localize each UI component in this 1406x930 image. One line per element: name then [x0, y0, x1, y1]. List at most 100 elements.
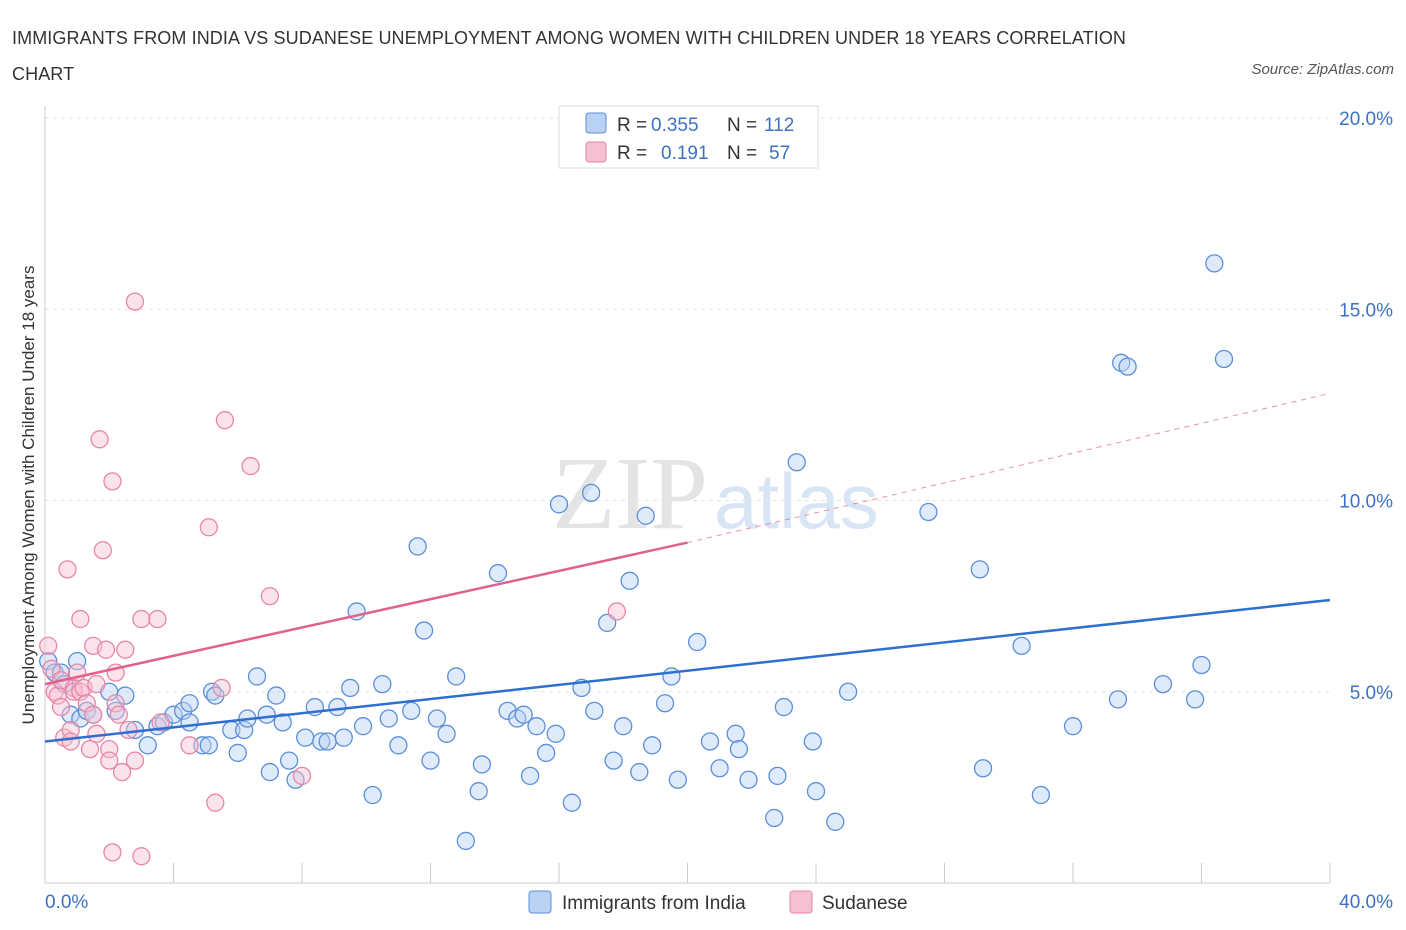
india-point — [662, 667, 681, 686]
y-tick-label: 10.0% — [1339, 492, 1393, 513]
legend-india-r-label: R = — [617, 115, 647, 136]
sudanese-point — [77, 694, 96, 713]
legend-sudanese-r-label: R = — [617, 143, 647, 164]
india-point — [257, 705, 276, 724]
india-point — [1192, 655, 1211, 675]
legend-sudanese-swatch — [585, 141, 607, 163]
india-point — [456, 831, 475, 851]
india-point — [437, 724, 456, 743]
y-tick-label: 5.0% — [1350, 683, 1393, 704]
sudanese-point — [199, 518, 218, 537]
bottom-legend: Immigrants from India Sudanese — [528, 890, 908, 914]
legend-sudanese-n-label: N = — [727, 143, 757, 164]
india-point — [1108, 690, 1128, 709]
sudanese-point — [106, 694, 125, 713]
sudanese-point — [109, 705, 129, 724]
india-point — [668, 770, 688, 789]
sudanese-point — [125, 292, 145, 311]
india-point — [180, 694, 199, 713]
bottom-legend-sudanese-label: Sudanese — [822, 893, 908, 914]
watermark-atlas: atlas — [714, 457, 879, 545]
india-point — [279, 751, 299, 770]
india-point — [296, 728, 315, 747]
india-point — [247, 667, 267, 686]
india-point — [803, 732, 822, 751]
sudanese-point — [206, 793, 225, 812]
sudanese-point — [212, 678, 231, 698]
sudanese-point — [84, 705, 103, 724]
india-point — [341, 678, 360, 698]
sudanese-point — [292, 766, 312, 786]
x-tick-label: 40.0% — [1339, 892, 1393, 913]
india-point — [235, 720, 254, 740]
india-point — [636, 506, 655, 525]
sudanese-point — [260, 586, 280, 606]
y-tick-label: 20.0% — [1339, 109, 1393, 130]
india-point — [643, 736, 662, 755]
legend-sudanese-n-value: 57 — [769, 143, 790, 164]
sudanese-point — [151, 713, 170, 732]
chart-title: IMMIGRANTS FROM INDIA VS SUDANESE UNEMPL… — [12, 28, 1127, 84]
india-point — [138, 736, 157, 755]
india-point — [334, 728, 353, 747]
sudanese-point — [215, 411, 235, 430]
india-point — [838, 682, 858, 701]
india-point — [328, 697, 347, 717]
grid-lines — [45, 117, 1330, 693]
sudanese-point — [607, 602, 626, 621]
watermark: ZIP atlas — [552, 436, 879, 551]
india-point — [116, 686, 135, 705]
india-point — [806, 782, 826, 801]
india-point — [353, 717, 373, 736]
india-point — [527, 717, 546, 736]
series-india-points — [39, 254, 1234, 851]
india-point — [739, 770, 758, 789]
sudanese-point — [116, 640, 135, 659]
sudanese-point — [103, 472, 122, 491]
y-axis-title: Unemployment Among Women with Children U… — [19, 266, 38, 725]
sudanese-point — [71, 609, 90, 629]
sudanese-point — [132, 609, 151, 629]
india-point — [488, 564, 508, 583]
india-trend-line — [44, 598, 1331, 743]
india-point — [726, 724, 745, 743]
india-point — [469, 782, 488, 801]
india-point — [447, 667, 466, 686]
india-point — [1012, 636, 1031, 655]
sudanese-point — [100, 751, 119, 770]
india-point — [199, 736, 218, 755]
india-point — [970, 560, 989, 579]
india-point — [1063, 717, 1083, 736]
bottom-legend-india-swatch — [528, 890, 552, 914]
sudanese-point — [64, 682, 84, 701]
india-point — [1031, 785, 1051, 805]
india-point — [700, 732, 720, 751]
sudanese-point — [119, 720, 138, 740]
india-point — [768, 766, 787, 786]
india-point — [318, 732, 337, 751]
legend-india-r-value: 0.355 — [651, 115, 699, 136]
sudanese-point — [80, 739, 100, 759]
india-point — [537, 743, 556, 763]
sudanese-point — [112, 762, 132, 782]
india-point — [414, 621, 434, 640]
sudanese-point — [241, 456, 260, 476]
india-point — [1214, 349, 1234, 369]
sudanese-point — [180, 736, 199, 755]
india-point — [585, 701, 604, 721]
india-point — [472, 755, 492, 774]
sudanese-point — [39, 636, 58, 655]
sudanese-point — [103, 843, 122, 862]
legend-india-n-value: 112 — [764, 115, 794, 136]
sudanese-trend-line — [44, 541, 688, 686]
india-point — [604, 751, 623, 770]
trend-lines — [44, 392, 1331, 743]
india-point — [919, 502, 938, 522]
india-point — [267, 686, 286, 705]
india-point — [312, 732, 331, 751]
india-point — [826, 812, 845, 831]
sudanese-point — [87, 674, 106, 694]
india-point — [402, 701, 421, 721]
india-point — [379, 709, 398, 728]
